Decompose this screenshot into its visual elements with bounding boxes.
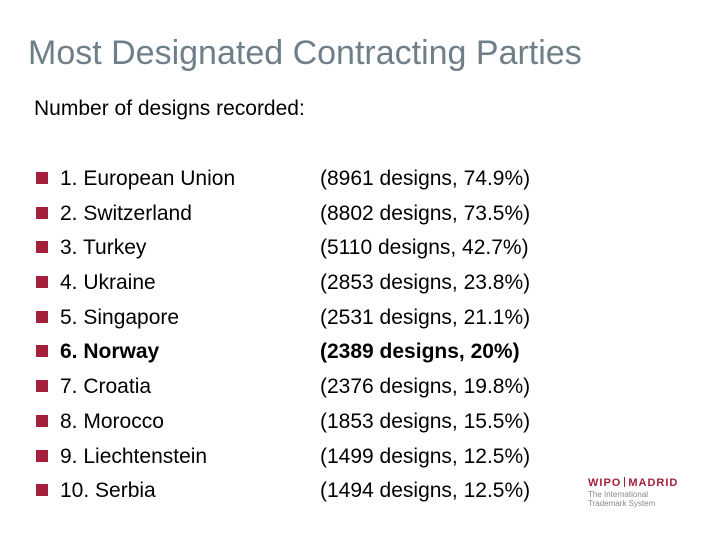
- list-item: 7. Croatia (2376 designs, 19.8%): [36, 370, 596, 405]
- party-name: 6. Norway: [60, 340, 160, 364]
- party-stats: (2531 designs, 21.1%): [320, 305, 531, 329]
- square-bullet-icon: [36, 276, 48, 289]
- square-bullet-icon: [36, 414, 48, 427]
- square-bullet-icon: [36, 310, 48, 323]
- list-item: 4. Ukraine (2853 designs, 23.8%): [36, 266, 596, 301]
- party-stats: (2853 designs, 23.8%): [320, 271, 531, 295]
- list-item: 8. Morocco (1853 designs, 15.5%): [36, 405, 596, 440]
- list-item: 5. Singapore (2531 designs, 21.1%): [36, 301, 596, 336]
- square-bullet-icon: [36, 172, 48, 184]
- party-stats: (2376 designs, 19.8%): [320, 375, 531, 399]
- square-bullet-icon: [36, 345, 48, 358]
- list-item: 1. European Union (8961 designs, 74.9%): [36, 162, 596, 197]
- party-name: 1. European Union: [60, 167, 236, 190]
- logo-divider: [624, 477, 626, 487]
- party-stats: (8802 designs, 73.5%): [320, 201, 531, 225]
- slide-subtitle: Number of designs recorded:: [34, 97, 305, 120]
- party-stats: (1494 designs, 12.5%): [320, 479, 531, 503]
- party-name: 7. Croatia: [60, 375, 152, 399]
- square-bullet-icon: [36, 449, 48, 462]
- contracting-parties-list: 1. European Union (8961 designs, 74.9%) …: [36, 162, 596, 509]
- wipo-madrid-logo: WIPO MADRID The International Trademark S…: [588, 477, 698, 517]
- square-bullet-icon: [36, 380, 48, 393]
- square-bullet-icon: [36, 484, 48, 497]
- list-item: 2. Switzerland (8802 designs, 73.5%): [36, 197, 596, 232]
- party-name: 10. Serbia: [60, 479, 156, 503]
- list-item: 10. Serbia (1494 designs, 12.5%): [36, 474, 596, 509]
- party-name: 3. Turkey: [60, 236, 147, 260]
- logo-wipo-text: WIPO: [588, 477, 622, 489]
- party-stats: (1499 designs, 12.5%): [320, 444, 531, 468]
- party-stats: (8961 designs, 74.9%): [320, 167, 531, 190]
- party-stats: (1853 designs, 15.5%): [320, 409, 531, 433]
- square-bullet-icon: [36, 241, 48, 254]
- list-item-highlighted: 6. Norway (2389 designs, 20%): [36, 335, 596, 370]
- party-stats: (5110 designs, 42.7%): [320, 236, 529, 260]
- logo-tagline-1: The International: [588, 490, 649, 499]
- logo-wordmark: WIPO MADRID: [588, 477, 698, 490]
- square-bullet-icon: [36, 206, 48, 219]
- logo-madrid-text: MADRID: [628, 477, 679, 489]
- party-name: 8. Morocco: [60, 409, 164, 433]
- list-item: 9. Liechtenstein (1499 designs, 12.5%): [36, 440, 596, 475]
- slide-title: Most Designated Contracting Parties: [28, 34, 582, 72]
- party-stats: (2389 designs, 20%): [320, 340, 520, 364]
- logo-tagline-2: Trademark System: [588, 499, 656, 508]
- party-name: 4. Ukraine: [60, 271, 156, 295]
- party-name: 9. Liechtenstein: [60, 444, 208, 468]
- list-item: 3. Turkey (5110 designs, 42.7%): [36, 231, 596, 266]
- party-name: 5. Singapore: [60, 305, 180, 329]
- party-name: 2. Switzerland: [60, 201, 192, 225]
